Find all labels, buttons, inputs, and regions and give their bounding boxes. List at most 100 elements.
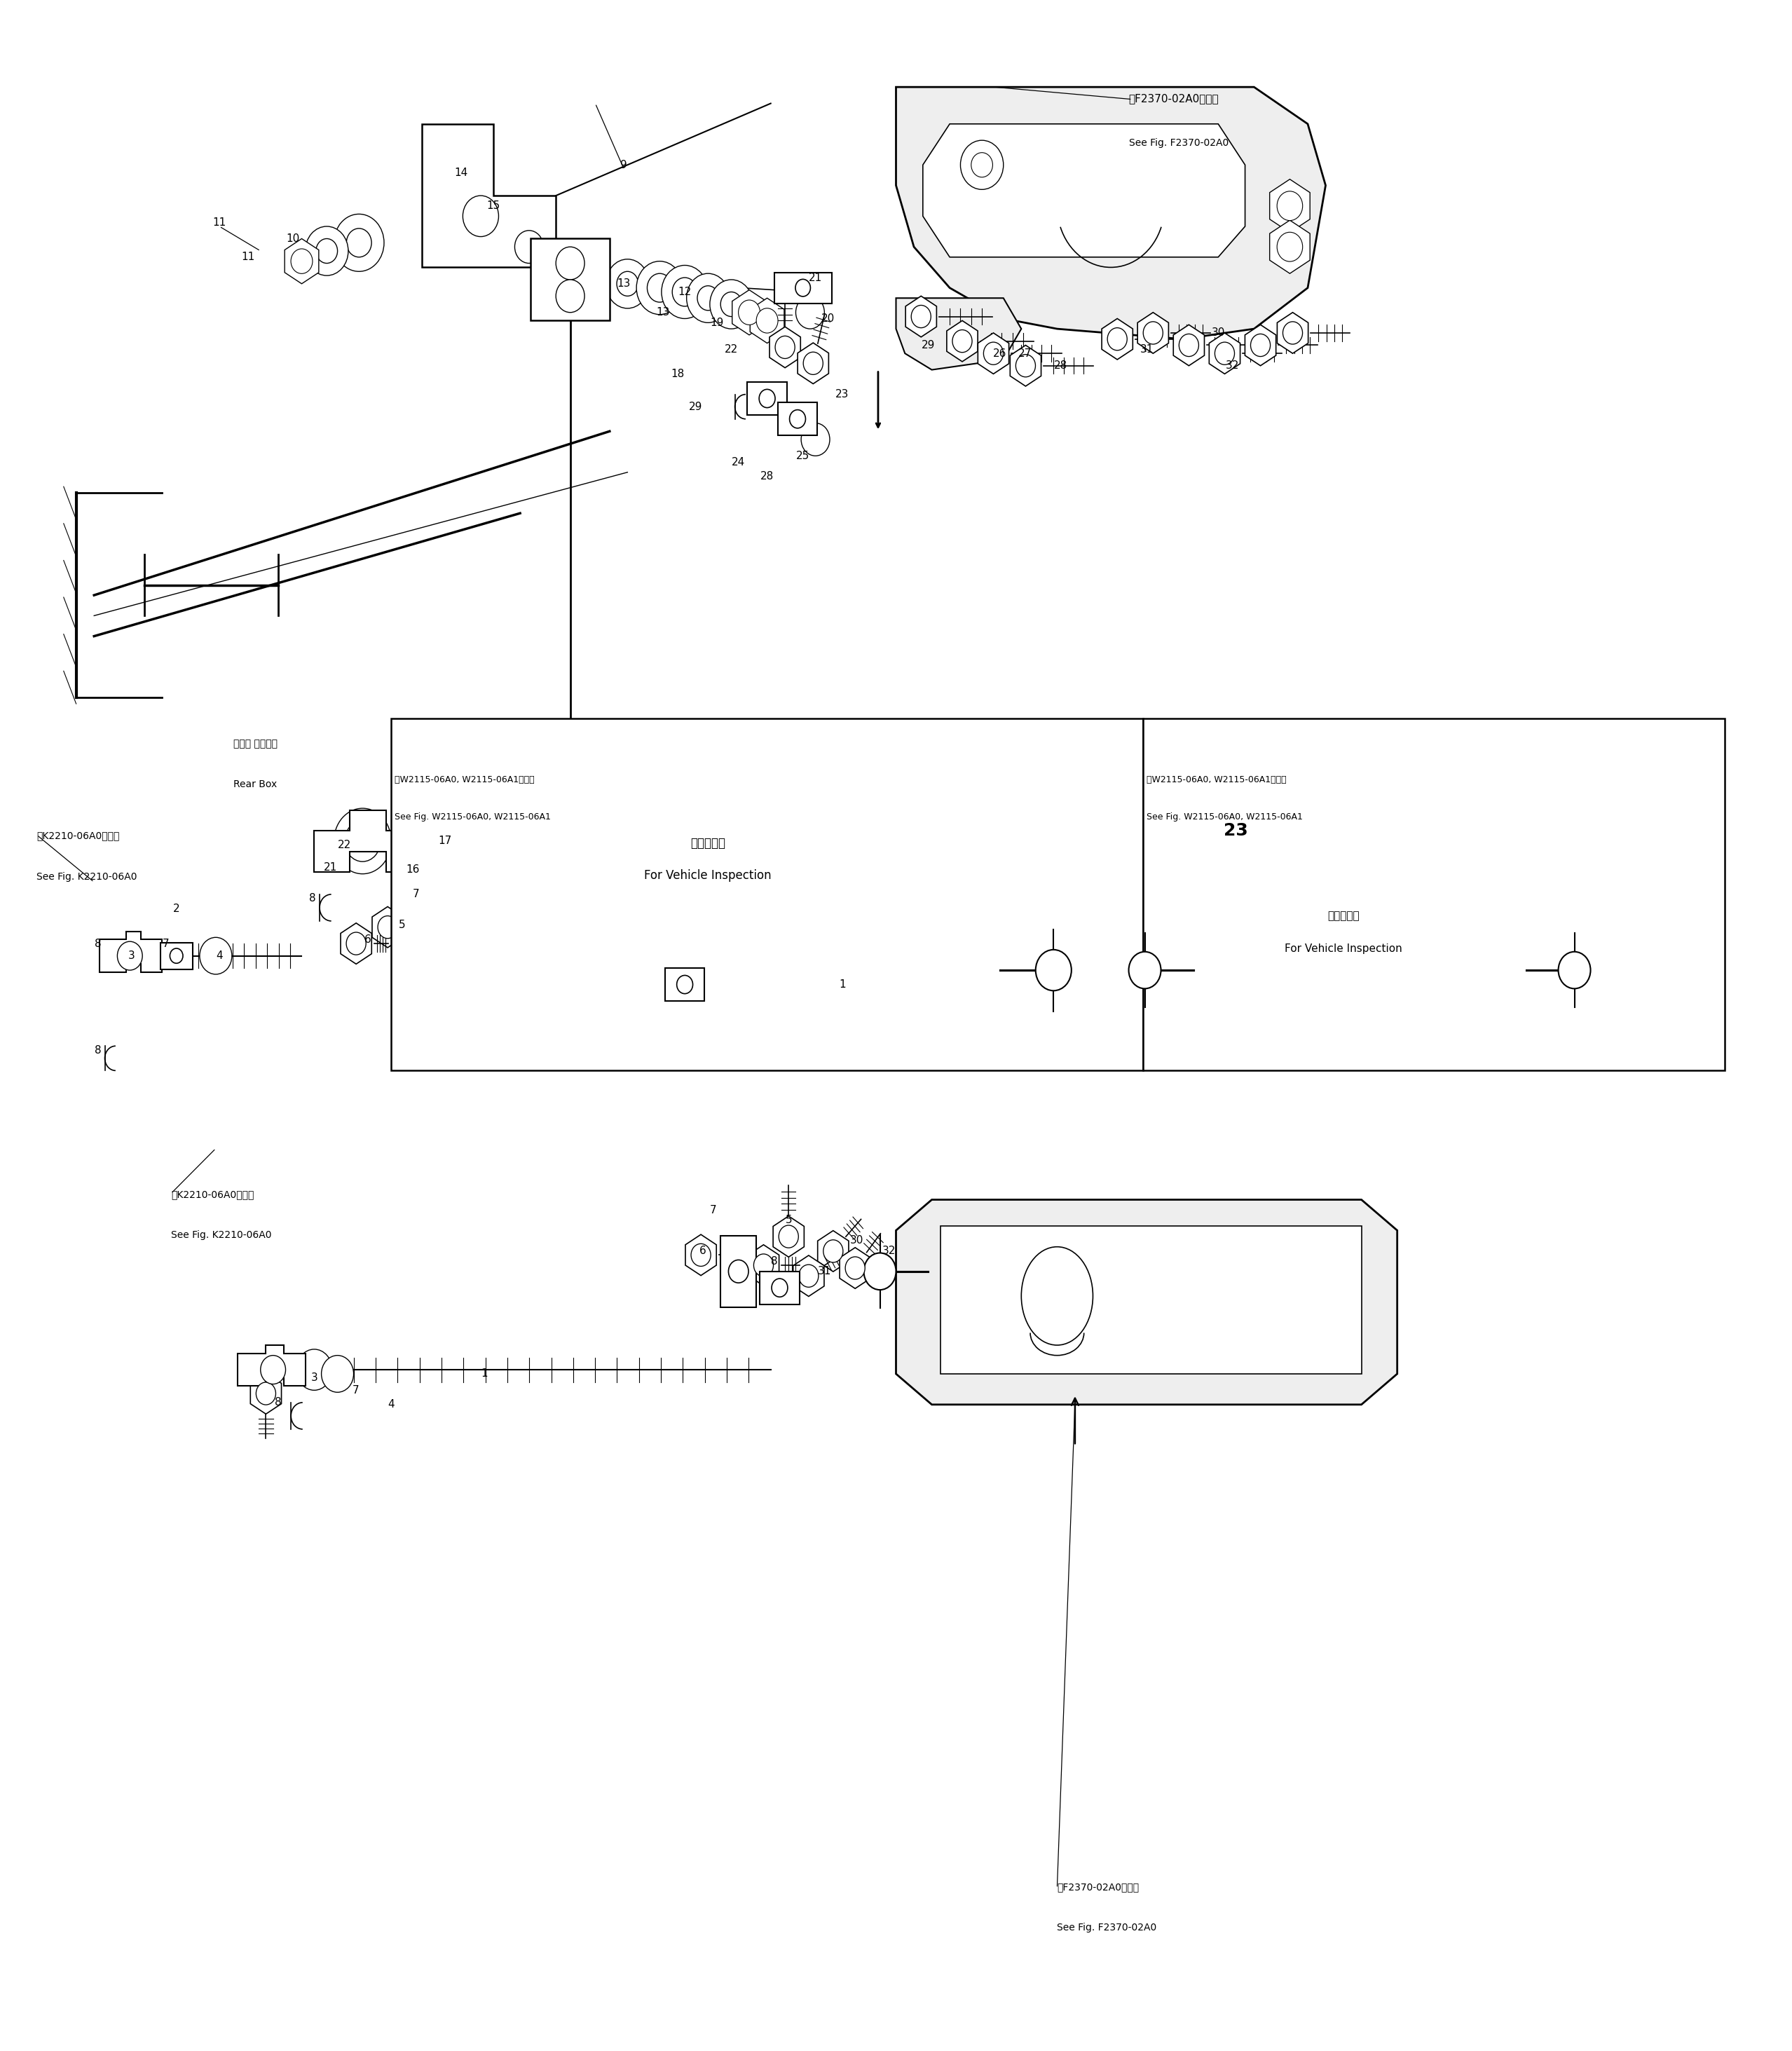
Polygon shape — [340, 923, 371, 964]
Circle shape — [796, 279, 810, 297]
Text: 3: 3 — [129, 950, 134, 962]
Text: 11: 11 — [213, 217, 226, 228]
Polygon shape — [1278, 312, 1308, 353]
Circle shape — [1215, 343, 1235, 365]
Bar — [941, 1226, 1362, 1374]
Text: 28: 28 — [760, 472, 774, 482]
Circle shape — [450, 174, 482, 211]
Circle shape — [1179, 334, 1199, 357]
Polygon shape — [797, 343, 828, 384]
Text: 28: 28 — [1054, 361, 1068, 371]
Text: 32: 32 — [882, 1245, 896, 1255]
Circle shape — [864, 1253, 896, 1290]
Text: 4: 4 — [387, 1399, 394, 1409]
Circle shape — [686, 273, 729, 322]
Circle shape — [780, 1224, 799, 1247]
Polygon shape — [1210, 332, 1240, 373]
Polygon shape — [251, 1372, 281, 1413]
Polygon shape — [685, 1235, 717, 1276]
Text: 8: 8 — [308, 892, 315, 904]
Circle shape — [776, 336, 796, 359]
Text: 23: 23 — [1224, 822, 1249, 839]
Circle shape — [692, 1243, 711, 1265]
Circle shape — [754, 1253, 774, 1276]
Text: 21: 21 — [324, 863, 337, 874]
Circle shape — [697, 285, 719, 310]
Text: 2: 2 — [174, 902, 179, 915]
Circle shape — [514, 230, 543, 263]
Circle shape — [346, 228, 371, 256]
Text: 25: 25 — [796, 451, 810, 461]
Circle shape — [296, 1350, 332, 1391]
Circle shape — [556, 279, 584, 312]
Polygon shape — [99, 931, 161, 972]
Text: 第K2210-06A0図参照: 第K2210-06A0図参照 — [38, 831, 120, 841]
Polygon shape — [1174, 324, 1204, 365]
Polygon shape — [1138, 312, 1168, 353]
Bar — [1143, 718, 1724, 1071]
Text: 第K2210-06A0図参照: 第K2210-06A0図参照 — [170, 1190, 254, 1200]
Circle shape — [199, 937, 231, 974]
Text: 32: 32 — [1226, 361, 1240, 371]
Polygon shape — [1011, 345, 1041, 386]
Text: 31: 31 — [817, 1265, 831, 1276]
Circle shape — [738, 299, 760, 324]
Circle shape — [1107, 328, 1127, 351]
Polygon shape — [774, 273, 831, 304]
Text: 12: 12 — [677, 287, 692, 297]
Polygon shape — [772, 1216, 805, 1257]
Polygon shape — [896, 297, 1021, 369]
Circle shape — [462, 195, 498, 236]
Circle shape — [756, 308, 778, 332]
Circle shape — [398, 888, 418, 911]
Text: 24: 24 — [731, 457, 745, 468]
Circle shape — [801, 423, 830, 455]
Text: 7: 7 — [351, 1384, 358, 1395]
Circle shape — [647, 273, 672, 301]
Circle shape — [823, 1241, 842, 1263]
Circle shape — [672, 277, 697, 306]
Circle shape — [116, 941, 142, 970]
Circle shape — [952, 330, 971, 353]
Polygon shape — [392, 878, 425, 919]
Polygon shape — [769, 326, 801, 367]
Text: See Fig. K2210-06A0: See Fig. K2210-06A0 — [170, 1231, 272, 1241]
Text: 7: 7 — [412, 888, 419, 900]
Circle shape — [636, 260, 683, 314]
Circle shape — [803, 353, 823, 375]
Circle shape — [1559, 952, 1591, 989]
Polygon shape — [817, 1231, 849, 1272]
Polygon shape — [923, 123, 1245, 256]
Circle shape — [910, 306, 930, 328]
Circle shape — [425, 131, 453, 164]
Text: 21: 21 — [808, 273, 823, 283]
Circle shape — [1278, 191, 1303, 222]
Bar — [159, 943, 192, 970]
Text: 6: 6 — [699, 1245, 706, 1255]
Bar — [530, 238, 609, 320]
Circle shape — [1129, 952, 1161, 989]
Polygon shape — [733, 289, 767, 334]
Text: 5: 5 — [785, 1214, 792, 1224]
Text: 第W2115-06A0, W2115-06A1図参照: 第W2115-06A0, W2115-06A1図参照 — [1147, 775, 1287, 786]
Bar — [665, 968, 704, 1001]
Text: 1: 1 — [839, 978, 846, 991]
Text: See Fig. W2115-06A0, W2115-06A1: See Fig. W2115-06A0, W2115-06A1 — [394, 812, 550, 822]
Circle shape — [984, 343, 1004, 365]
Text: リヤー ボックス: リヤー ボックス — [233, 738, 278, 749]
Circle shape — [961, 139, 1004, 189]
Polygon shape — [794, 1255, 824, 1296]
Circle shape — [1016, 355, 1036, 377]
Circle shape — [1283, 322, 1303, 345]
Text: 19: 19 — [710, 318, 724, 328]
Text: 5: 5 — [398, 919, 405, 931]
Text: 15: 15 — [486, 201, 500, 211]
Polygon shape — [1271, 178, 1310, 232]
Text: 10: 10 — [287, 234, 299, 244]
Circle shape — [1143, 322, 1163, 345]
Text: 30: 30 — [1211, 328, 1226, 338]
Circle shape — [1278, 232, 1303, 263]
Text: See Fig. K2210-06A0: See Fig. K2210-06A0 — [38, 872, 138, 882]
Text: See Fig. F2370-02A0: See Fig. F2370-02A0 — [1129, 137, 1228, 148]
Text: 13: 13 — [616, 279, 631, 289]
